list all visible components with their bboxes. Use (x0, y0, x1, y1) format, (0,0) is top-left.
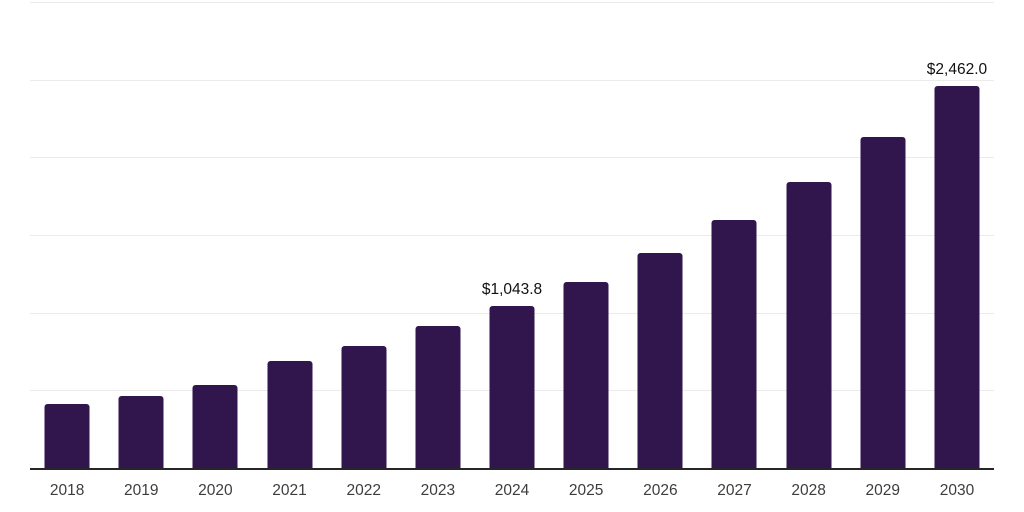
x-tick-label-2028: 2028 (791, 482, 826, 499)
bar-2028 (786, 181, 832, 468)
x-tick-label-2024: 2024 (494, 482, 530, 499)
x-tick-label-2018: 2018 (49, 482, 85, 499)
bar-2025 (563, 281, 609, 468)
bar-2029 (860, 137, 906, 468)
x-tick-label-2021: 2021 (272, 482, 307, 499)
bar-slot-2023 (401, 2, 475, 468)
x-tick-label-2023: 2023 (420, 482, 456, 499)
bar-slot-2019 (104, 2, 178, 468)
bar-series: $1,043.8 $2,462.0 (30, 2, 994, 468)
x-tick-label-2019: 2019 (123, 482, 159, 499)
x-tick-label-2029: 2029 (865, 482, 901, 499)
x-tick-label-2025: 2025 (568, 482, 604, 499)
bar-slot-2029 (846, 2, 920, 468)
bar-slot-2027 (697, 2, 771, 468)
bar-2022 (341, 345, 387, 468)
x-axis: 2018 2019 2020 2021 2022 2023 2024 2025 2026 2027… (30, 481, 994, 500)
bar-2030 (934, 85, 980, 468)
data-label-2024: $1,043.8 (481, 281, 543, 299)
bar-2019 (118, 395, 164, 468)
gridline-1500 (30, 235, 994, 236)
bar-2026 (637, 253, 683, 468)
bar-2020 (192, 385, 238, 468)
bar-slot-2020 (178, 2, 252, 468)
bar-slot-2022 (327, 2, 401, 468)
bar-slot-2028 (772, 2, 846, 468)
x-tick-label-2027: 2027 (717, 482, 752, 499)
x-tick-label-2026: 2026 (643, 482, 678, 499)
bar-slot-2030: $2,462.0 (920, 2, 994, 468)
bar-slot-2025 (549, 2, 623, 468)
plot-area: $1,043.8 $2,462.0 (30, 2, 994, 470)
bar-2023 (415, 326, 461, 468)
bar-slot-2018 (30, 2, 104, 468)
bar-2018 (44, 404, 90, 468)
bar-slot-2024: $1,043.8 (475, 2, 549, 468)
gridline-2500 (30, 80, 994, 81)
gridline-3000 (30, 2, 994, 3)
bar-slot-2021 (252, 2, 326, 468)
bar-slot-2026 (623, 2, 697, 468)
x-tick-label-2030: 2030 (939, 482, 975, 499)
bar-2021 (267, 360, 313, 468)
bar-2024 (489, 305, 535, 468)
x-tick-label-2020: 2020 (198, 482, 233, 499)
bar-2027 (711, 220, 757, 468)
gridline-2000 (30, 157, 994, 158)
data-label-2030: $2,462.0 (926, 61, 988, 79)
x-tick-label-2022: 2022 (346, 482, 381, 499)
